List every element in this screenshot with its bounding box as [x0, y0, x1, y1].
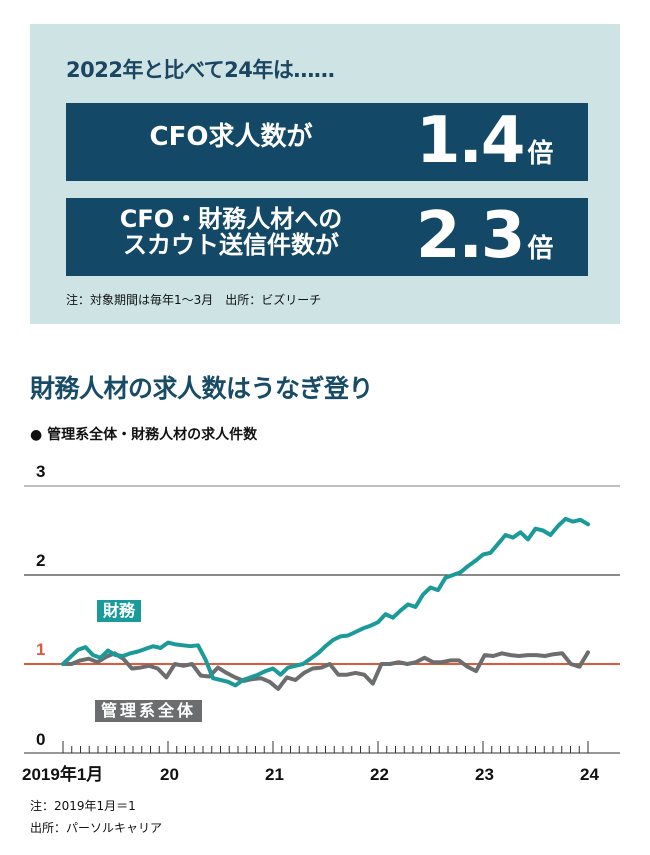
series-label-admin: 管理系全体 [95, 700, 203, 722]
gridlines [24, 485, 620, 665]
y-tick-label: 1 [36, 640, 45, 659]
x-tick-label: 21 [265, 765, 284, 784]
summary-note: 注：対象期間は毎年1～3月 出所：ビズリーチ [66, 293, 322, 307]
chart-source: 出所：パーソルキャリア [30, 821, 163, 835]
stat-number: 2.3 [416, 199, 525, 273]
stat-label: CFO・財務人材への スカウト送信件数が [66, 206, 396, 259]
stat-label-line1: CFO・財務人材への [119, 205, 343, 233]
x-tick-label: 22 [370, 765, 389, 784]
stat-value: 2.3 倍 [416, 204, 553, 268]
stat-label-line2: スカウト送信件数が [123, 231, 339, 260]
admin-line [61, 650, 590, 691]
x-tick-label: 24 [580, 765, 599, 784]
chart-subtitle: ● 管理系全体・財務人材の求人件数 [30, 427, 258, 443]
chart-note: 注：2019年1月＝1 [30, 799, 136, 813]
chart-title: 財務人材の求人数はうなぎ登り [30, 374, 374, 403]
stat-unit: 倍 [527, 234, 554, 264]
stat-box-cfo-jobs: CFO求人数が 1.4 倍 [66, 103, 588, 181]
x-axis: 2019年1月 20 21 22 23 24 [22, 741, 620, 784]
stat-box-scout: CFO・財務人材への スカウト送信件数が 2.3 倍 [66, 198, 588, 276]
x-tick-label: 23 [475, 765, 494, 784]
y-tick-label: 3 [36, 462, 45, 481]
x-tick-label: 2019年1月 [22, 764, 103, 784]
stat-unit: 倍 [527, 139, 554, 169]
summary-panel: 2022年と比べて24年は…… CFO求人数が 1.4 倍 CFO・財務人材への … [30, 24, 620, 324]
y-axis-labels: 1 2 3 0 [36, 462, 45, 749]
finance-line [61, 516, 590, 688]
y-tick-label: 0 [36, 730, 45, 749]
summary-heading: 2022年と比べて24年は…… [66, 58, 335, 82]
series-lines [61, 516, 590, 691]
stat-label-line1: CFO求人数が [149, 122, 313, 152]
stat-value: 1.4 倍 [416, 109, 553, 173]
x-tick-label: 20 [160, 765, 179, 784]
y-tick-label: 2 [36, 551, 45, 570]
stat-label: CFO求人数が [66, 123, 396, 152]
stat-number: 1.4 [416, 104, 525, 178]
series-label-finance: 財務 [97, 600, 142, 622]
